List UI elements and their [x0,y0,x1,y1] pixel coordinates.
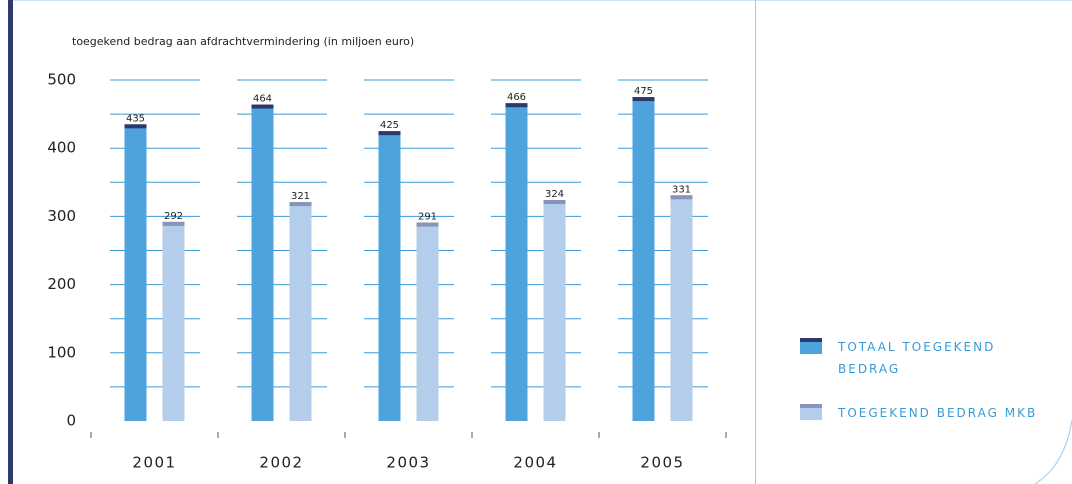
bar-cap [251,104,274,109]
bar [124,124,147,421]
value-label: 435 [126,113,145,124]
bar-cap [162,221,185,226]
value-label: 321 [291,191,310,202]
x-tick-label: 2005 [640,454,684,472]
bar [162,221,185,421]
y-tick-label: 200 [47,275,76,293]
legend-swatch [800,404,822,420]
bar [670,195,693,421]
bar-cap [378,131,401,136]
legend-label: TOEGEKEND BEDRAG MKB [838,406,1038,420]
bar-cap [124,124,147,129]
value-label: 475 [634,86,653,97]
value-label: 292 [164,211,183,222]
bar [289,202,312,421]
x-tick-label: 2004 [513,454,557,472]
bar-cap [632,97,655,102]
bar [543,200,566,421]
value-label: 466 [507,92,526,103]
value-label: 291 [418,212,437,223]
chart-title: toegekend bedrag aan afdrachtverminderin… [72,35,414,48]
bar [632,97,655,422]
left-accent [8,0,13,484]
bar [378,131,401,421]
y-tick-label: 0 [66,412,76,430]
x-tick-label: 2003 [386,454,430,472]
bar-cap [543,200,566,205]
bar [416,222,439,421]
bar-cap [670,195,693,200]
bar-cap [416,222,439,227]
value-label: 425 [380,120,399,131]
value-label: 464 [253,94,272,105]
y-tick-label: 400 [47,139,76,157]
bar-cap [289,202,312,207]
legend-item: TOTAAL TOEGEKEND BEDRAG [800,336,1060,380]
x-tick-label: 2001 [132,454,176,472]
value-label: 324 [545,189,564,200]
y-tick-label: 300 [47,207,76,225]
bar-cap [505,103,528,108]
decor-arc [1034,419,1072,484]
value-label: 331 [672,184,691,195]
x-tick-label: 2002 [259,454,303,472]
bar [505,103,528,422]
y-tick-label: 100 [47,343,76,361]
legend-label: TOTAAL TOEGEKEND BEDRAG [838,340,996,376]
bar [251,104,274,421]
y-tick-label: 500 [47,71,76,89]
legend-item: TOEGEKEND BEDRAG MKB [800,402,1060,424]
legend-swatch [800,338,822,354]
